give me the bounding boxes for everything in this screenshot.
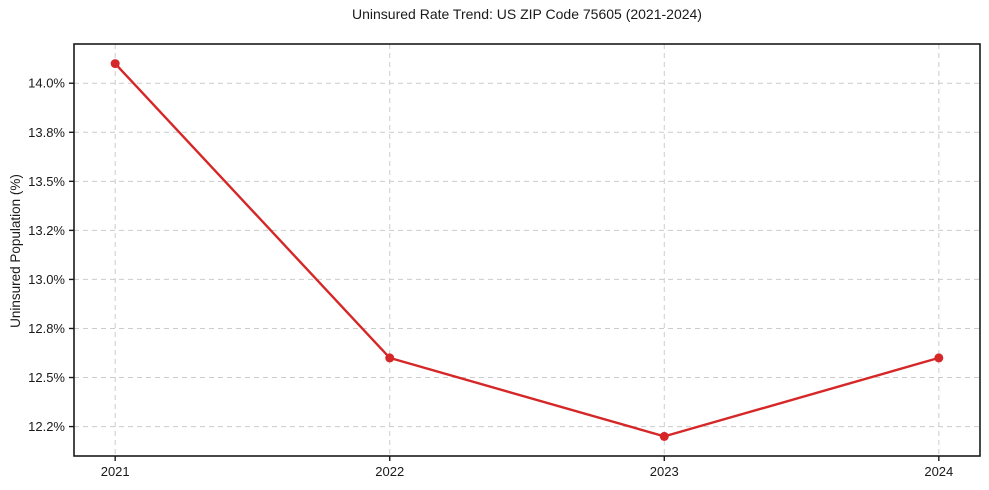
y-tick-label: 12.5% (28, 370, 65, 385)
data-point-2021 (110, 59, 120, 69)
trend-line (113, 62, 941, 438)
y-tick-label: 13.2% (28, 223, 65, 238)
x-tick-label: 2023 (650, 464, 679, 479)
x-tick-label: 2022 (375, 464, 404, 479)
data-series (110, 59, 944, 441)
y-tick-label: 13.5% (28, 174, 65, 189)
gridlines (74, 44, 980, 456)
chart-title: Uninsured Rate Trend: US ZIP Code 75605 … (352, 6, 702, 22)
data-point-2023 (659, 431, 669, 441)
y-tick-label: 14.0% (28, 76, 65, 91)
x-tick-label: 2024 (924, 464, 953, 479)
y-tick-label: 13.0% (28, 272, 65, 287)
x-tick-label: 2021 (101, 464, 130, 479)
data-point-2024 (934, 353, 944, 363)
tick-labels: 14.0% 13.8% 13.5% 13.2% 13.0% 12.8% 12.5% 12.2%… (28, 76, 953, 479)
y-tick-label: 13.8% (28, 125, 65, 140)
y-axis-label: Uninsured Population (%) (8, 174, 23, 328)
axes-frame (73, 43, 981, 457)
y-tick-label: 12.2% (28, 419, 65, 434)
tick-marks (69, 82, 940, 461)
axes-spines (73, 43, 981, 457)
data-point-2022 (385, 353, 395, 363)
y-tick-label: 12.8% (28, 321, 65, 336)
